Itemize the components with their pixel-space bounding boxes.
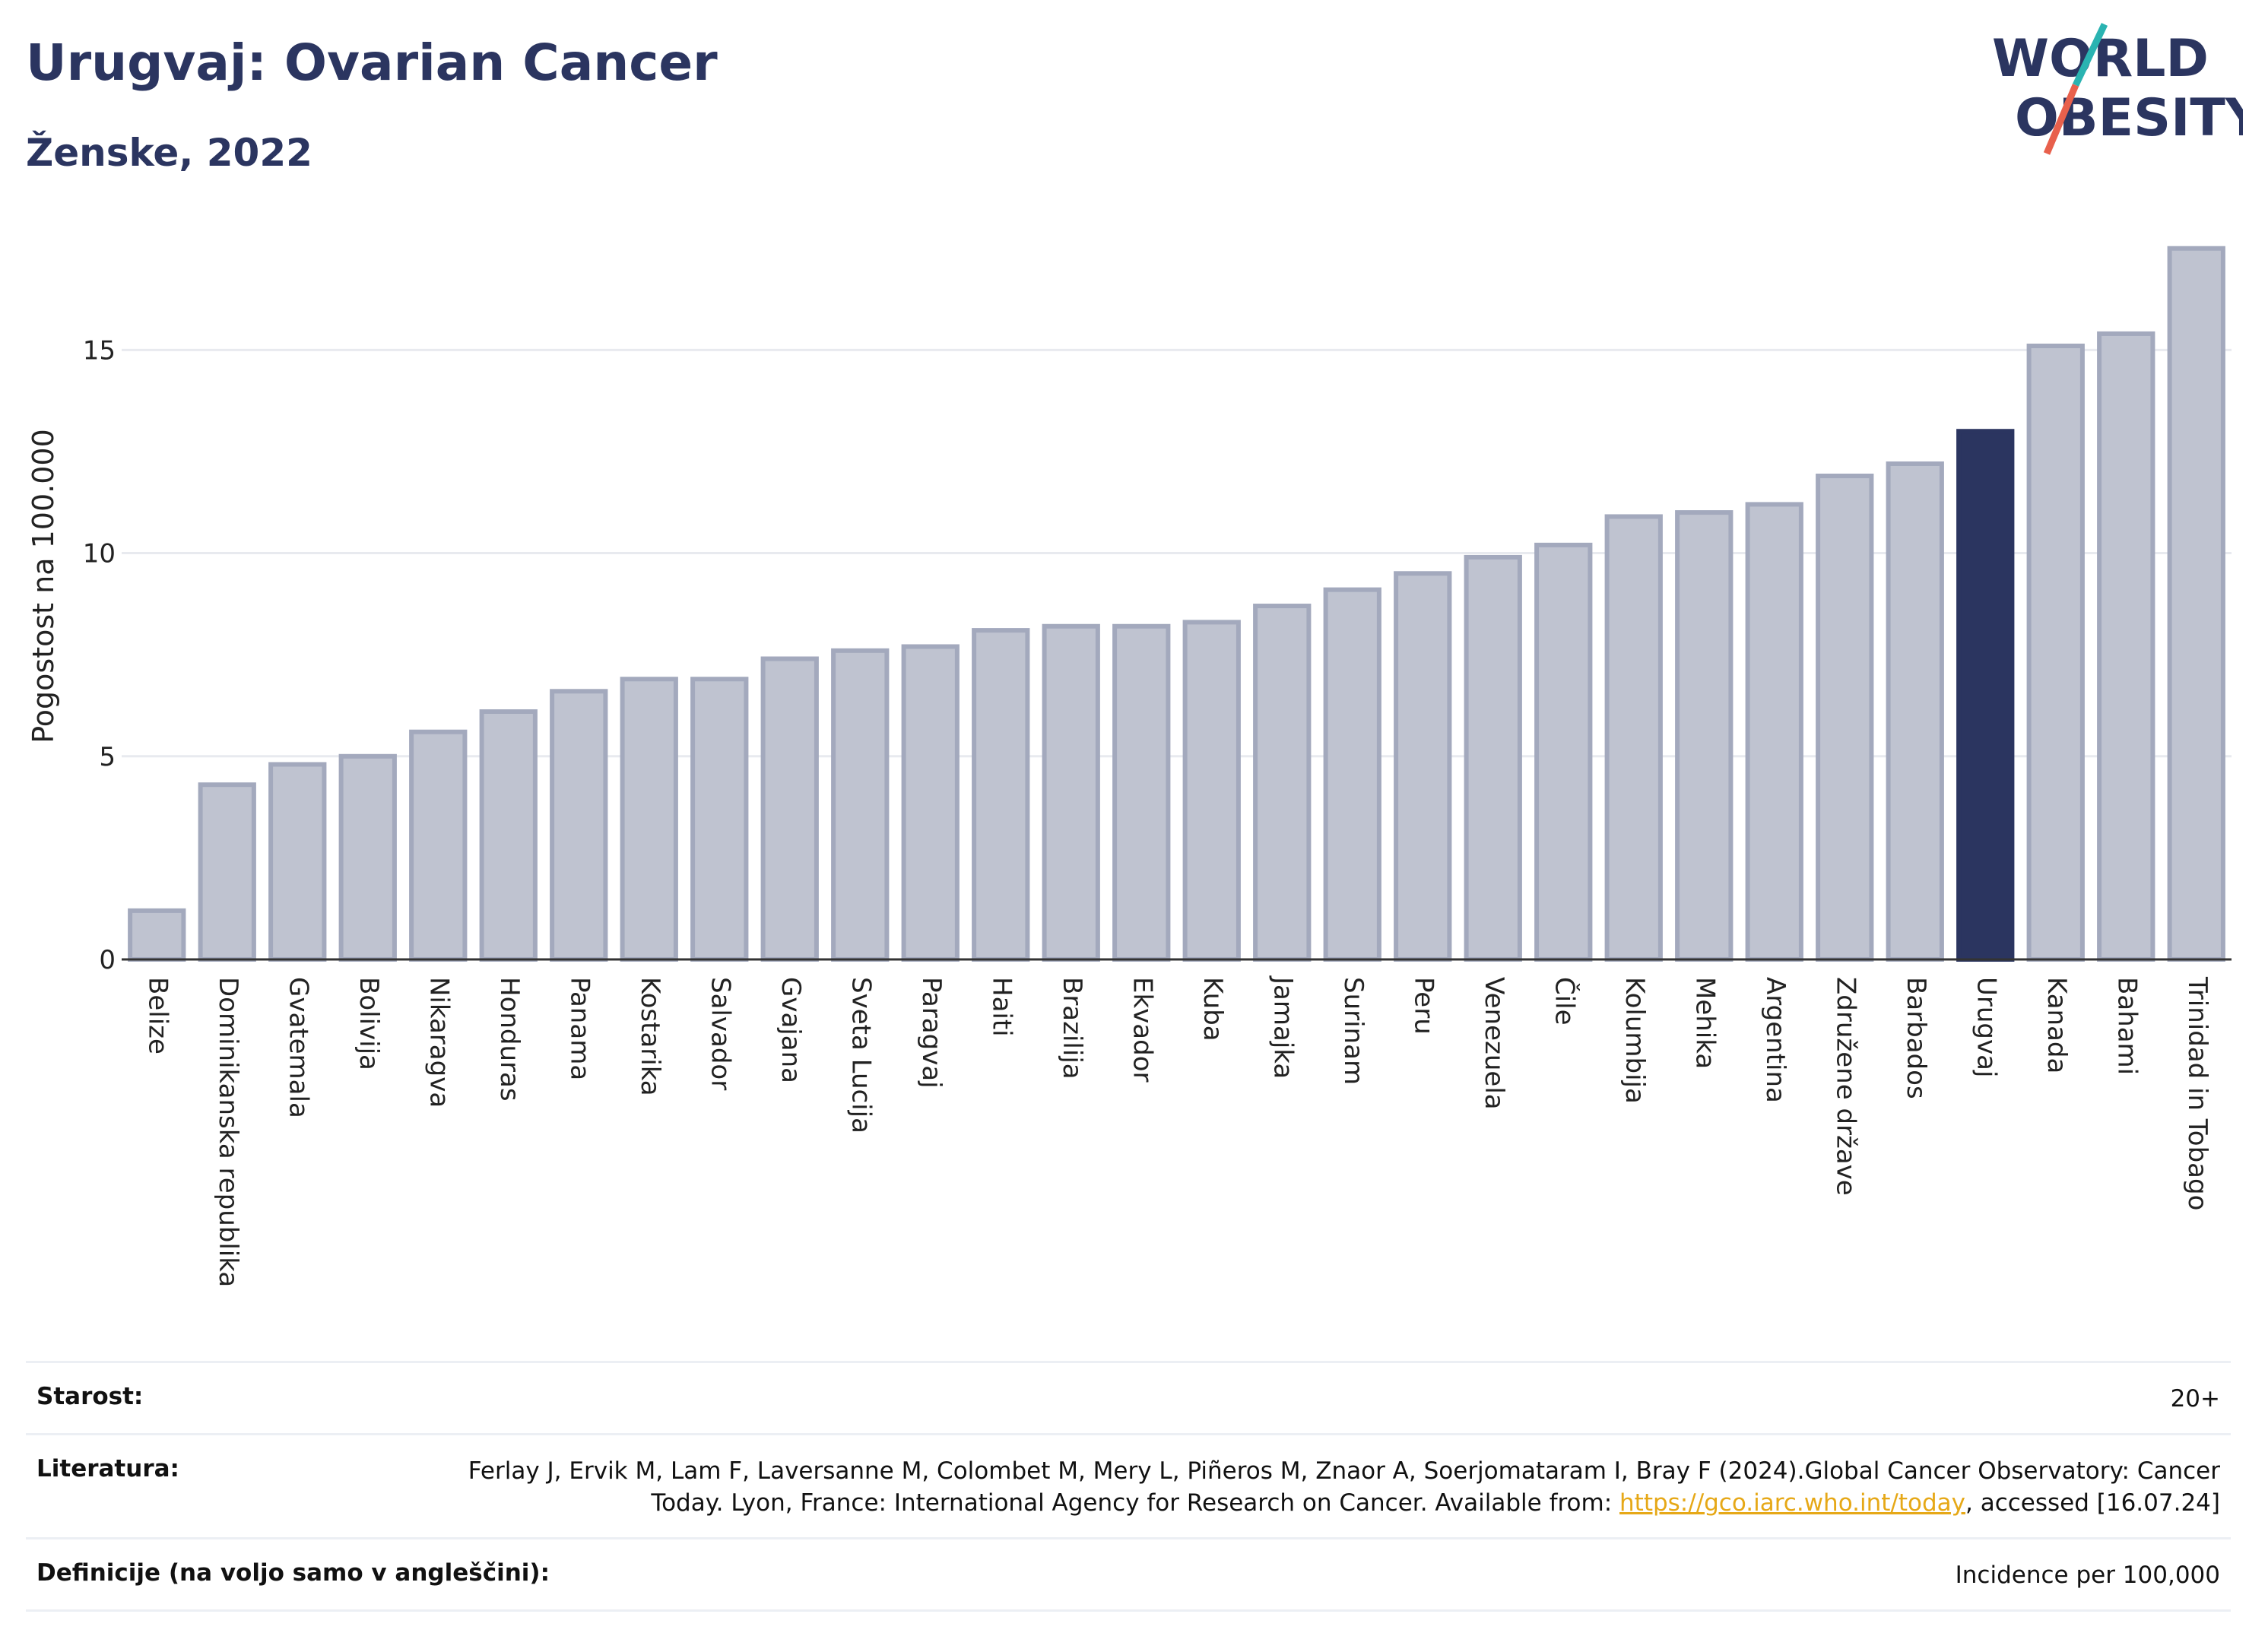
x-category-label: Kolumbija: [1619, 977, 1650, 1104]
reference-value: Ferlay J, Ervik M, Lam F, Laversanne M, …: [433, 1455, 2220, 1519]
bar-surinam: [1323, 587, 1381, 962]
reference-link[interactable]: https://gco.iarc.who.int/today: [1619, 1489, 1965, 1517]
bar-gvatemala: [268, 762, 327, 962]
logo-slash-teal: [2072, 23, 2108, 87]
y-tick-label: 10: [83, 539, 116, 569]
info-table: Starost: 20+ Literatura: Ferlay J, Ervik…: [26, 1361, 2231, 1612]
x-category-label: Sveta Lucija: [845, 977, 876, 1134]
x-category-label: Gvajana: [776, 977, 806, 1083]
bar-brazilija: [1042, 623, 1100, 962]
x-category-label: Brazilija: [1057, 977, 1087, 1080]
x-category-label: Paragvaj: [916, 977, 947, 1089]
bar-venezuela: [1464, 554, 1522, 962]
y-tick-label: 5: [99, 742, 116, 772]
bar-salvador: [690, 677, 749, 962]
y-tick-label: 0: [99, 945, 116, 975]
x-category-label: Honduras: [494, 977, 525, 1102]
bar-trinidad-in-tobago: [2167, 246, 2225, 962]
bar-dominikanska-republika: [198, 782, 256, 962]
bar-panama: [550, 689, 608, 962]
bar-kolumbija: [1604, 514, 1663, 962]
reference-accessed: , accessed [16.07.24]: [1965, 1489, 2220, 1517]
y-tick-label: 15: [83, 335, 116, 366]
x-category-label: Združene države: [1830, 977, 1860, 1196]
x-category-label: Mehika: [1689, 977, 1720, 1069]
x-category-label: Belize: [142, 977, 173, 1054]
bar-belize: [128, 908, 186, 962]
x-category-label: Ekvador: [1127, 977, 1157, 1083]
bar-peru: [1394, 571, 1452, 962]
bar-bolivija: [338, 753, 397, 962]
bar-jamajka: [1253, 604, 1312, 962]
bar-gvajana: [760, 656, 819, 962]
x-category-label: Argentina: [1760, 977, 1791, 1103]
x-category-label: Gvatemala: [283, 977, 313, 1118]
x-category-label: Kanada: [2041, 977, 2072, 1073]
bar-haiti: [972, 628, 1030, 962]
x-category-label: Salvador: [705, 977, 735, 1090]
x-category-label: Urugvaj: [1971, 977, 2001, 1077]
reference-text: Ferlay J, Ervik M, Lam F, Laversanne M, …: [468, 1457, 2220, 1517]
x-category-label: Dominikanska republika: [213, 977, 243, 1287]
bar-paragvaj: [901, 644, 960, 962]
x-category-labels: Belize Dominikanska republika Gvatemala Bol…: [142, 975, 2213, 1287]
bar-argentina: [1745, 502, 1803, 962]
bar-urugvaj: [1956, 429, 2015, 962]
bar-zdru-ene-dr-ave: [1816, 474, 1874, 962]
x-category-label: Barbados: [1901, 977, 1931, 1099]
bar-nikaragva: [409, 729, 468, 962]
bar-honduras: [479, 709, 538, 962]
age-value: 20+: [2170, 1385, 2220, 1413]
logo-slash-red: [2043, 84, 2079, 155]
info-row-reference: Literatura: Ferlay J, Ervik M, Lam F, La…: [26, 1433, 2231, 1537]
bar-mehika: [1675, 510, 1734, 962]
x-category-label: Venezuela: [1479, 977, 1509, 1110]
definitions-value: Incidence per 100,000: [1955, 1562, 2220, 1589]
bar-kostarika: [620, 677, 678, 962]
bar-barbados: [1886, 461, 1944, 962]
bar-sveta-lucija: [831, 648, 890, 962]
bar--ile: [1534, 542, 1593, 962]
definitions-label: Definicije (na voljo samo v angleščini):: [36, 1559, 550, 1587]
x-category-label: Jamajka: [1267, 975, 1298, 1079]
x-category-label: Surinam: [1338, 977, 1369, 1085]
info-row-definitions: Definicije (na voljo samo v angleščini):…: [26, 1537, 2231, 1612]
bar-kuba: [1182, 620, 1241, 962]
x-category-label: Panama: [564, 977, 595, 1080]
x-category-label: Nikaragva: [423, 977, 454, 1108]
world-obesity-logo: WORLD OBESITY: [1992, 23, 2243, 155]
bar-ekvador: [1112, 623, 1171, 962]
age-label: Starost:: [36, 1383, 144, 1410]
reference-label: Literatura:: [36, 1455, 179, 1482]
x-category-label: Trinidad in Tobago: [2182, 976, 2213, 1210]
x-category-label: Bolivija: [354, 977, 384, 1070]
y-axis-label: Pogostost na 100.000: [27, 429, 60, 744]
x-category-label: Čile: [1549, 977, 1580, 1026]
bar-chart: 0 5 10 15 Belize Dominikanska republika Gvate…: [27, 246, 2232, 1287]
bar-bahami: [2097, 331, 2155, 962]
x-category-label: Haiti: [986, 977, 1017, 1037]
bars: [128, 246, 2225, 962]
bar-kanada: [2026, 343, 2085, 962]
chart-subtitle: Ženske, 2022: [26, 131, 312, 175]
x-category-label: Kuba: [1197, 977, 1228, 1042]
x-category-label: Bahami: [2111, 977, 2142, 1075]
x-category-label: Kostarika: [635, 977, 665, 1096]
x-category-label: Peru: [1408, 977, 1439, 1035]
info-row-age: Starost: 20+: [26, 1361, 2231, 1433]
y-tick-labels: 0 5 10 15: [83, 335, 116, 975]
chart-title: Urugvaj: Ovarian Cancer: [26, 33, 718, 92]
grid-lines: [122, 348, 2232, 758]
